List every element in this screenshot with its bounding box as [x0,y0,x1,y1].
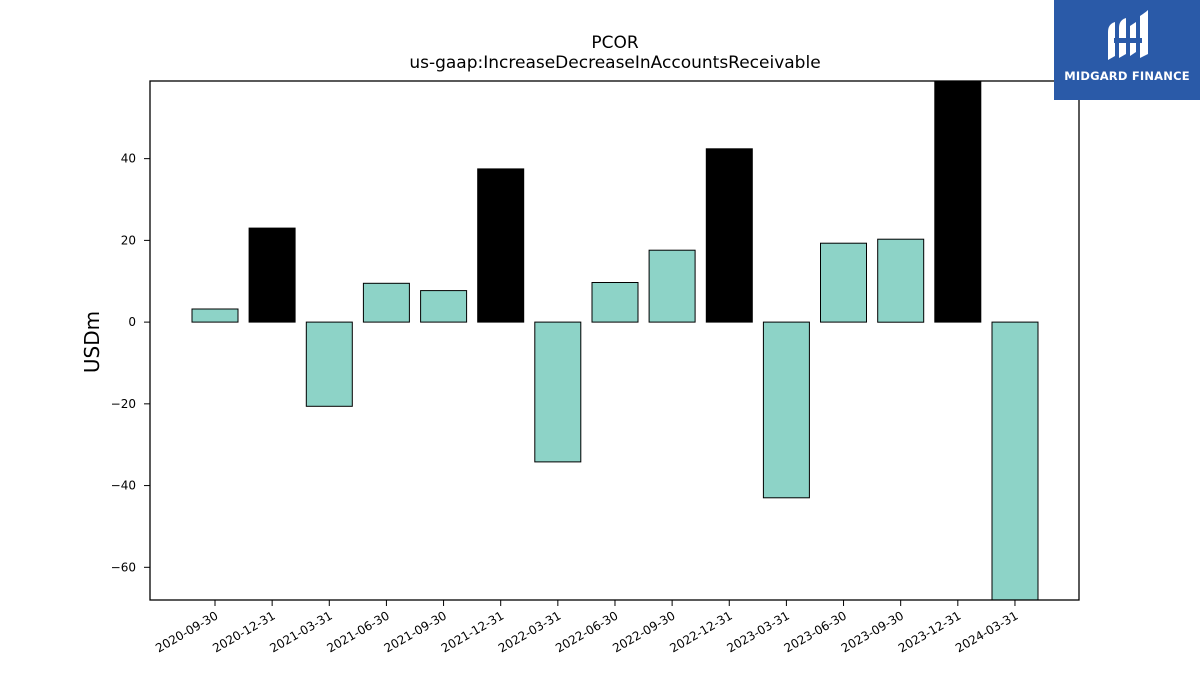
x-tick-label: 2021-03-31 [267,608,334,655]
x-tick-label: 2024-03-31 [953,608,1020,655]
x-tick-label: 2023-03-31 [724,608,791,655]
x-tick-label: 2022-09-30 [610,608,677,655]
x-tick-label: 2023-12-31 [896,608,963,655]
bar-2023-06-30 [820,242,867,323]
y-tick-label: 40 [121,152,136,166]
bar-2021-03-31 [305,321,353,407]
bars-group [191,80,1039,601]
chart-title: PCOR [591,33,639,53]
y-tick-label: 0 [128,315,136,329]
x-tick-label: 2023-06-30 [782,608,849,655]
x-tick-label: 2021-06-30 [325,608,392,655]
logo-text: MIDGARD FINANCE [1064,69,1190,83]
x-tick-label: 2021-12-31 [439,608,506,655]
y-tick-label: −40 [111,479,136,493]
plot-area-frame [149,80,1080,601]
bar-2022-09-30 [648,249,696,323]
midgard-logo-icon [1108,10,1148,60]
bar-2020-09-30 [191,308,239,323]
x-tick-label: 2022-12-31 [667,608,734,655]
y-axis-label: USDm [80,311,104,373]
brand-logo: MIDGARD FINANCE [1054,0,1200,100]
y-axis-ticks: 40 20 0 −20 −40 −60 [111,152,150,574]
bar-2022-06-30 [591,282,639,323]
y-tick-label: −60 [111,560,136,574]
x-tick-label: 2020-12-31 [210,608,277,655]
chart-subtitle: us-gaap:IncreaseDecreaseInAccountsReceiv… [409,53,820,73]
x-tick-label: 2020-09-30 [153,608,220,655]
bar-2022-12-31 [705,148,753,323]
x-tick-label: 2023-09-30 [839,608,906,655]
bar-2021-09-30 [420,290,468,323]
bar-2023-09-30 [877,238,925,323]
bar-2021-06-30 [362,282,410,323]
x-tick-label: 2021-09-30 [382,608,449,655]
bar-2024-03-31 [991,321,1039,601]
y-tick-label: 20 [121,233,136,247]
bar-2023-12-31 [934,80,982,323]
x-axis-ticks: 2020-09-302020-12-312021-03-312021-06-30… [153,600,1020,655]
bar-2021-12-31 [477,168,525,323]
bar-2022-03-31 [534,321,582,463]
x-tick-label: 2022-06-30 [553,608,620,655]
bar-2023-03-31 [762,321,810,499]
y-tick-label: −20 [111,397,136,411]
x-tick-label: 2022-03-31 [496,608,563,655]
bar-2020-12-31 [248,227,296,323]
